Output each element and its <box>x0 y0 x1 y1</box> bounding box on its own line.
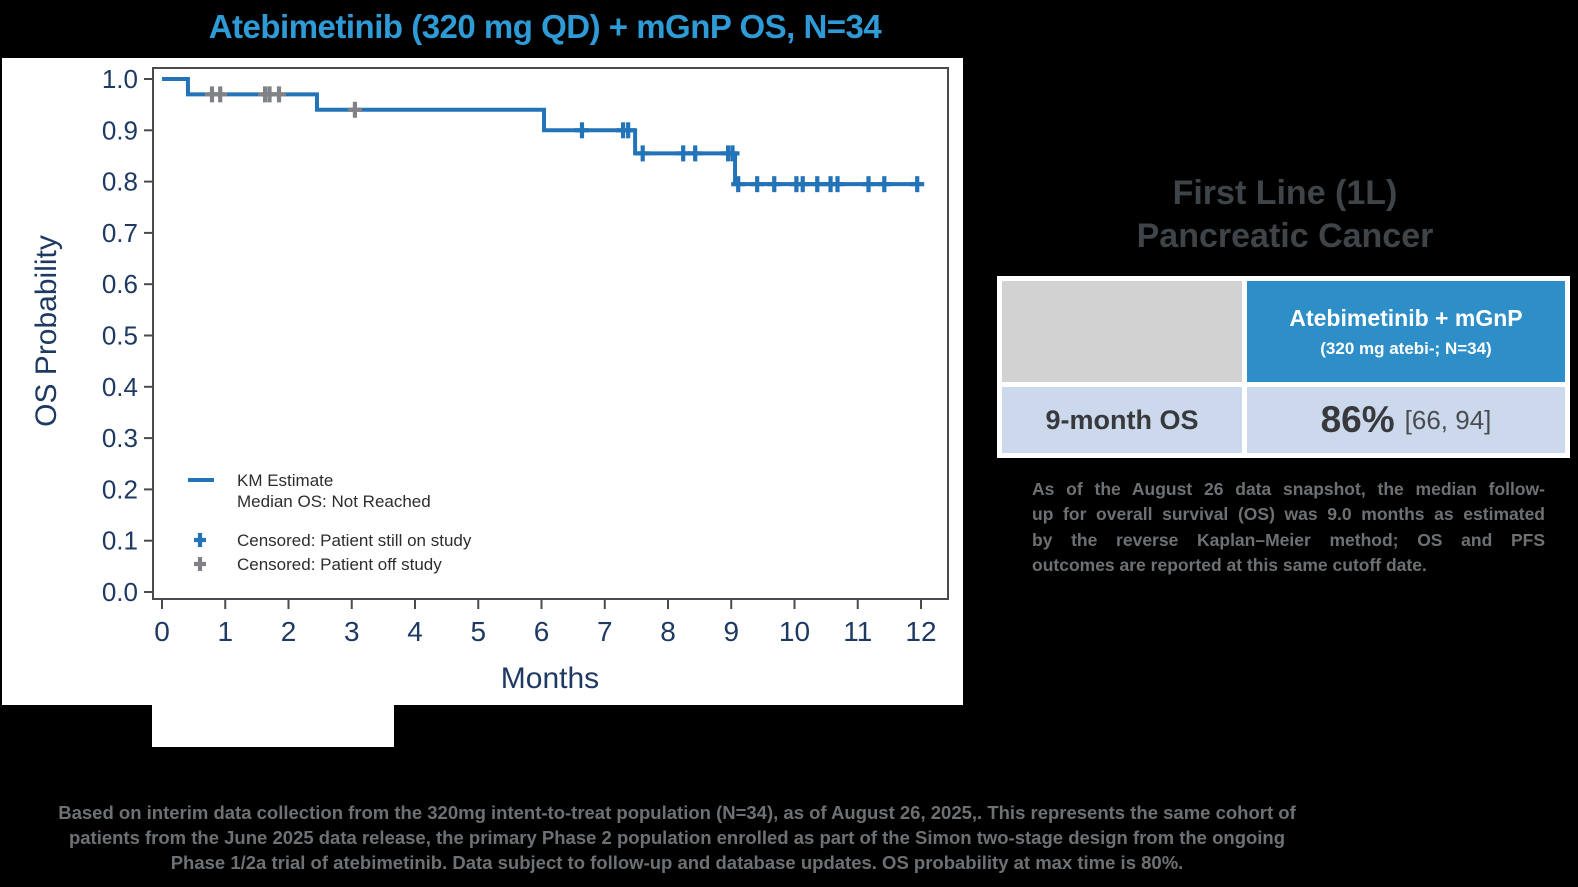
paragraph-line: As of the August 26 data snapshot, the m… <box>1032 479 1545 499</box>
row-label: 9-month OS <box>1045 404 1199 435</box>
footnote-line: Phase 1/2a trial of atebimetinib. Data s… <box>170 852 1184 874</box>
footnote-line: Based on interim data collection from th… <box>58 802 1296 823</box>
chart-title: Atebimetinib (320 mg QD) + mGnP OS, N=34 <box>208 8 882 45</box>
table-header-row: Atebimetinib + mGnP (320 mg atebi-; N=34… <box>1002 281 1565 382</box>
os-confidence-interval: [66, 94] <box>1404 404 1492 435</box>
paragraph-line: by the reverse Kaplan–Meier method; OS a… <box>1032 529 1545 550</box>
right-panel-heading: First Line (1L) Pancreatic Cancer <box>1000 172 1570 258</box>
table-header-arm-cell: Atebimetinib + mGnP (320 mg atebi-; N=34… <box>1247 281 1565 382</box>
km-chart-panel <box>2 58 963 705</box>
heading-line-2: Pancreatic Cancer <box>1136 217 1434 256</box>
risk-table-stub <box>152 705 394 747</box>
row-value-cell: 86% [66, 94] <box>1247 387 1565 453</box>
x-axis-label: Months <box>500 662 600 695</box>
arm-name: Atebimetinib + mGnP <box>1289 304 1523 331</box>
arm-subtitle: (320 mg atebi-; N=34) <box>1320 338 1492 358</box>
paragraph-line: up for overall survival (OS) was 9.0 mon… <box>1032 504 1545 525</box>
heading-line-1: First Line (1L) <box>1172 174 1398 212</box>
footnote: Based on interim data collection from th… <box>24 800 1330 875</box>
y-axis-label: OS Probability <box>30 235 63 427</box>
footnote-line: patients from the June 2025 data release… <box>68 827 1286 849</box>
row-label-cell: 9-month OS <box>1002 387 1242 453</box>
table-data-row: 9-month OS 86% [66, 94] <box>1002 387 1565 453</box>
os-summary-table: Atebimetinib + mGnP (320 mg atebi-; N=34… <box>997 276 1570 458</box>
paragraph-line: outcomes are reported at this same cutof… <box>1032 555 1427 576</box>
snapshot-paragraph: As of the August 26 data snapshot, the m… <box>1032 477 1545 579</box>
table-header-empty-cell <box>1002 281 1242 382</box>
os-percentage: 86% <box>1320 399 1395 440</box>
